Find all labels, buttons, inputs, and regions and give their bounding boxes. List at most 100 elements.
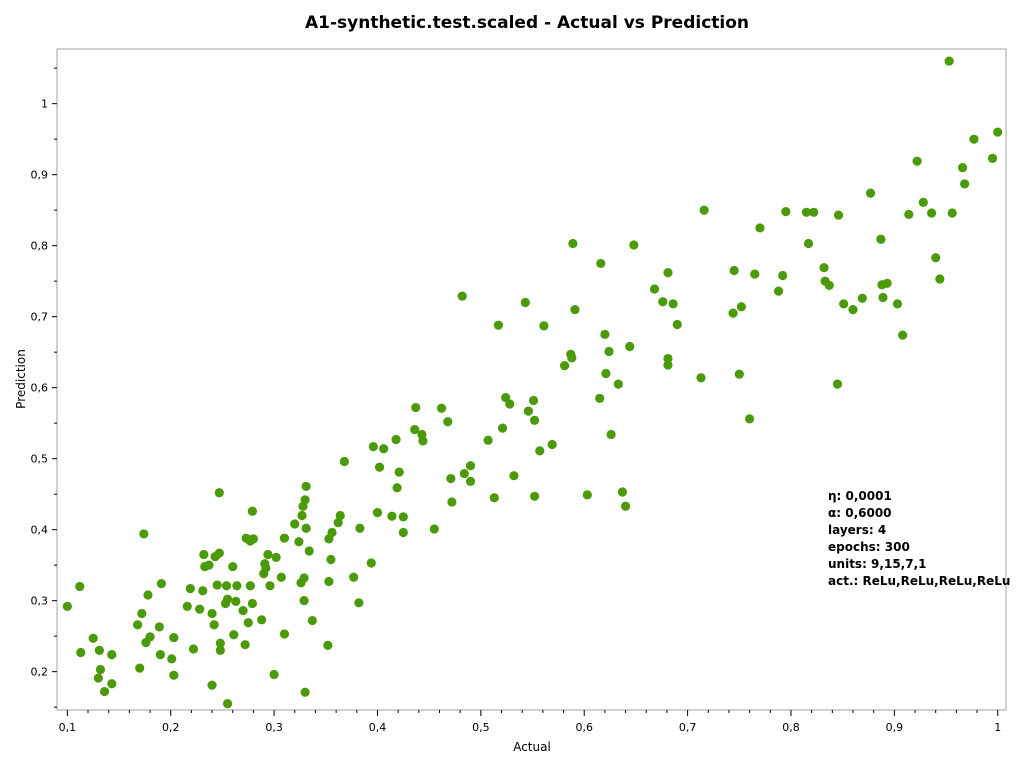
annotation-line: act.: ReLu,ReLu,ReLu,ReLu xyxy=(828,574,1010,588)
data-point xyxy=(833,210,844,220)
data-point xyxy=(335,510,345,521)
data-point xyxy=(139,529,149,539)
data-point xyxy=(568,238,578,249)
x-tick-label: 0,2 xyxy=(162,721,180,734)
data-point xyxy=(668,299,678,309)
data-points xyxy=(62,56,1003,709)
data-point xyxy=(993,127,1003,137)
annotation-line: η: 0,0001 xyxy=(828,489,892,503)
annotation-line: units: 9,15,7,1 xyxy=(828,557,926,571)
data-point xyxy=(214,548,224,558)
data-point xyxy=(198,586,208,596)
data-point xyxy=(600,329,610,340)
data-point xyxy=(606,429,616,440)
data-point xyxy=(699,205,709,215)
data-point xyxy=(604,346,614,357)
data-point xyxy=(245,581,255,591)
data-point xyxy=(294,537,304,547)
data-point xyxy=(169,670,179,680)
data-point xyxy=(443,417,453,427)
data-point xyxy=(848,304,858,315)
data-point xyxy=(88,633,98,643)
data-point xyxy=(279,533,290,543)
data-point xyxy=(398,512,408,522)
y-tick-label: 0,3 xyxy=(31,595,49,608)
x-tick-label: 0,6 xyxy=(575,721,593,734)
data-point xyxy=(222,699,233,709)
data-point xyxy=(299,573,309,583)
data-point xyxy=(465,461,476,471)
data-point xyxy=(465,476,476,486)
y-tick-label: 0,8 xyxy=(31,240,49,253)
data-point xyxy=(215,638,225,648)
data-point xyxy=(459,468,469,479)
data-point xyxy=(803,238,814,249)
data-point xyxy=(300,687,310,697)
data-point xyxy=(755,223,765,233)
x-tick-label: 0,8 xyxy=(782,721,800,734)
data-point xyxy=(530,491,540,501)
data-point xyxy=(613,379,623,389)
data-point xyxy=(728,308,738,318)
data-point xyxy=(418,436,428,446)
data-point xyxy=(773,286,784,296)
data-point xyxy=(154,622,164,632)
data-point xyxy=(269,669,279,680)
data-point xyxy=(391,434,401,445)
data-point xyxy=(559,361,570,371)
y-axis-label: Prediction xyxy=(14,349,28,409)
data-point xyxy=(547,439,557,450)
data-point xyxy=(926,208,937,218)
data-point xyxy=(265,581,275,591)
data-point xyxy=(271,552,281,562)
data-point xyxy=(379,444,389,454)
data-point xyxy=(918,197,928,207)
data-point xyxy=(620,501,631,511)
data-point xyxy=(539,321,549,331)
data-point xyxy=(745,414,755,424)
data-point xyxy=(169,632,179,643)
data-point xyxy=(595,393,605,403)
data-point xyxy=(528,395,539,406)
data-point xyxy=(133,620,143,630)
data-point xyxy=(957,162,968,173)
data-point xyxy=(530,415,540,425)
data-point xyxy=(436,403,447,413)
data-point xyxy=(398,527,408,538)
data-point xyxy=(509,471,519,481)
data-point xyxy=(135,663,145,673)
data-point xyxy=(801,207,812,217)
data-point xyxy=(300,495,310,505)
data-point xyxy=(663,268,673,278)
data-point xyxy=(429,524,439,534)
data-point xyxy=(969,134,979,144)
data-point xyxy=(960,179,970,189)
data-point xyxy=(447,497,457,507)
data-point xyxy=(582,490,592,500)
data-point xyxy=(876,234,886,244)
data-point xyxy=(324,576,334,587)
data-point xyxy=(304,546,314,556)
data-point xyxy=(76,647,86,658)
data-point xyxy=(663,353,673,364)
data-point xyxy=(734,369,744,379)
data-point xyxy=(240,640,250,650)
data-point xyxy=(658,297,668,307)
data-point xyxy=(729,265,739,276)
y-axis: 0,2 0,3 0,4 0,5 0,6 0,7 0,8 0,9 1 xyxy=(31,67,57,708)
data-point xyxy=(93,673,103,683)
data-point xyxy=(214,488,224,498)
data-point xyxy=(349,572,359,582)
data-point xyxy=(301,481,311,491)
data-point xyxy=(228,561,238,572)
data-point xyxy=(935,274,945,284)
data-point xyxy=(195,604,205,614)
data-point xyxy=(243,618,253,628)
data-point xyxy=(649,284,660,294)
data-point xyxy=(596,258,606,269)
data-point xyxy=(781,206,791,217)
data-point xyxy=(892,299,903,309)
y-tick-label: 0,7 xyxy=(31,311,49,324)
data-point xyxy=(410,424,420,435)
